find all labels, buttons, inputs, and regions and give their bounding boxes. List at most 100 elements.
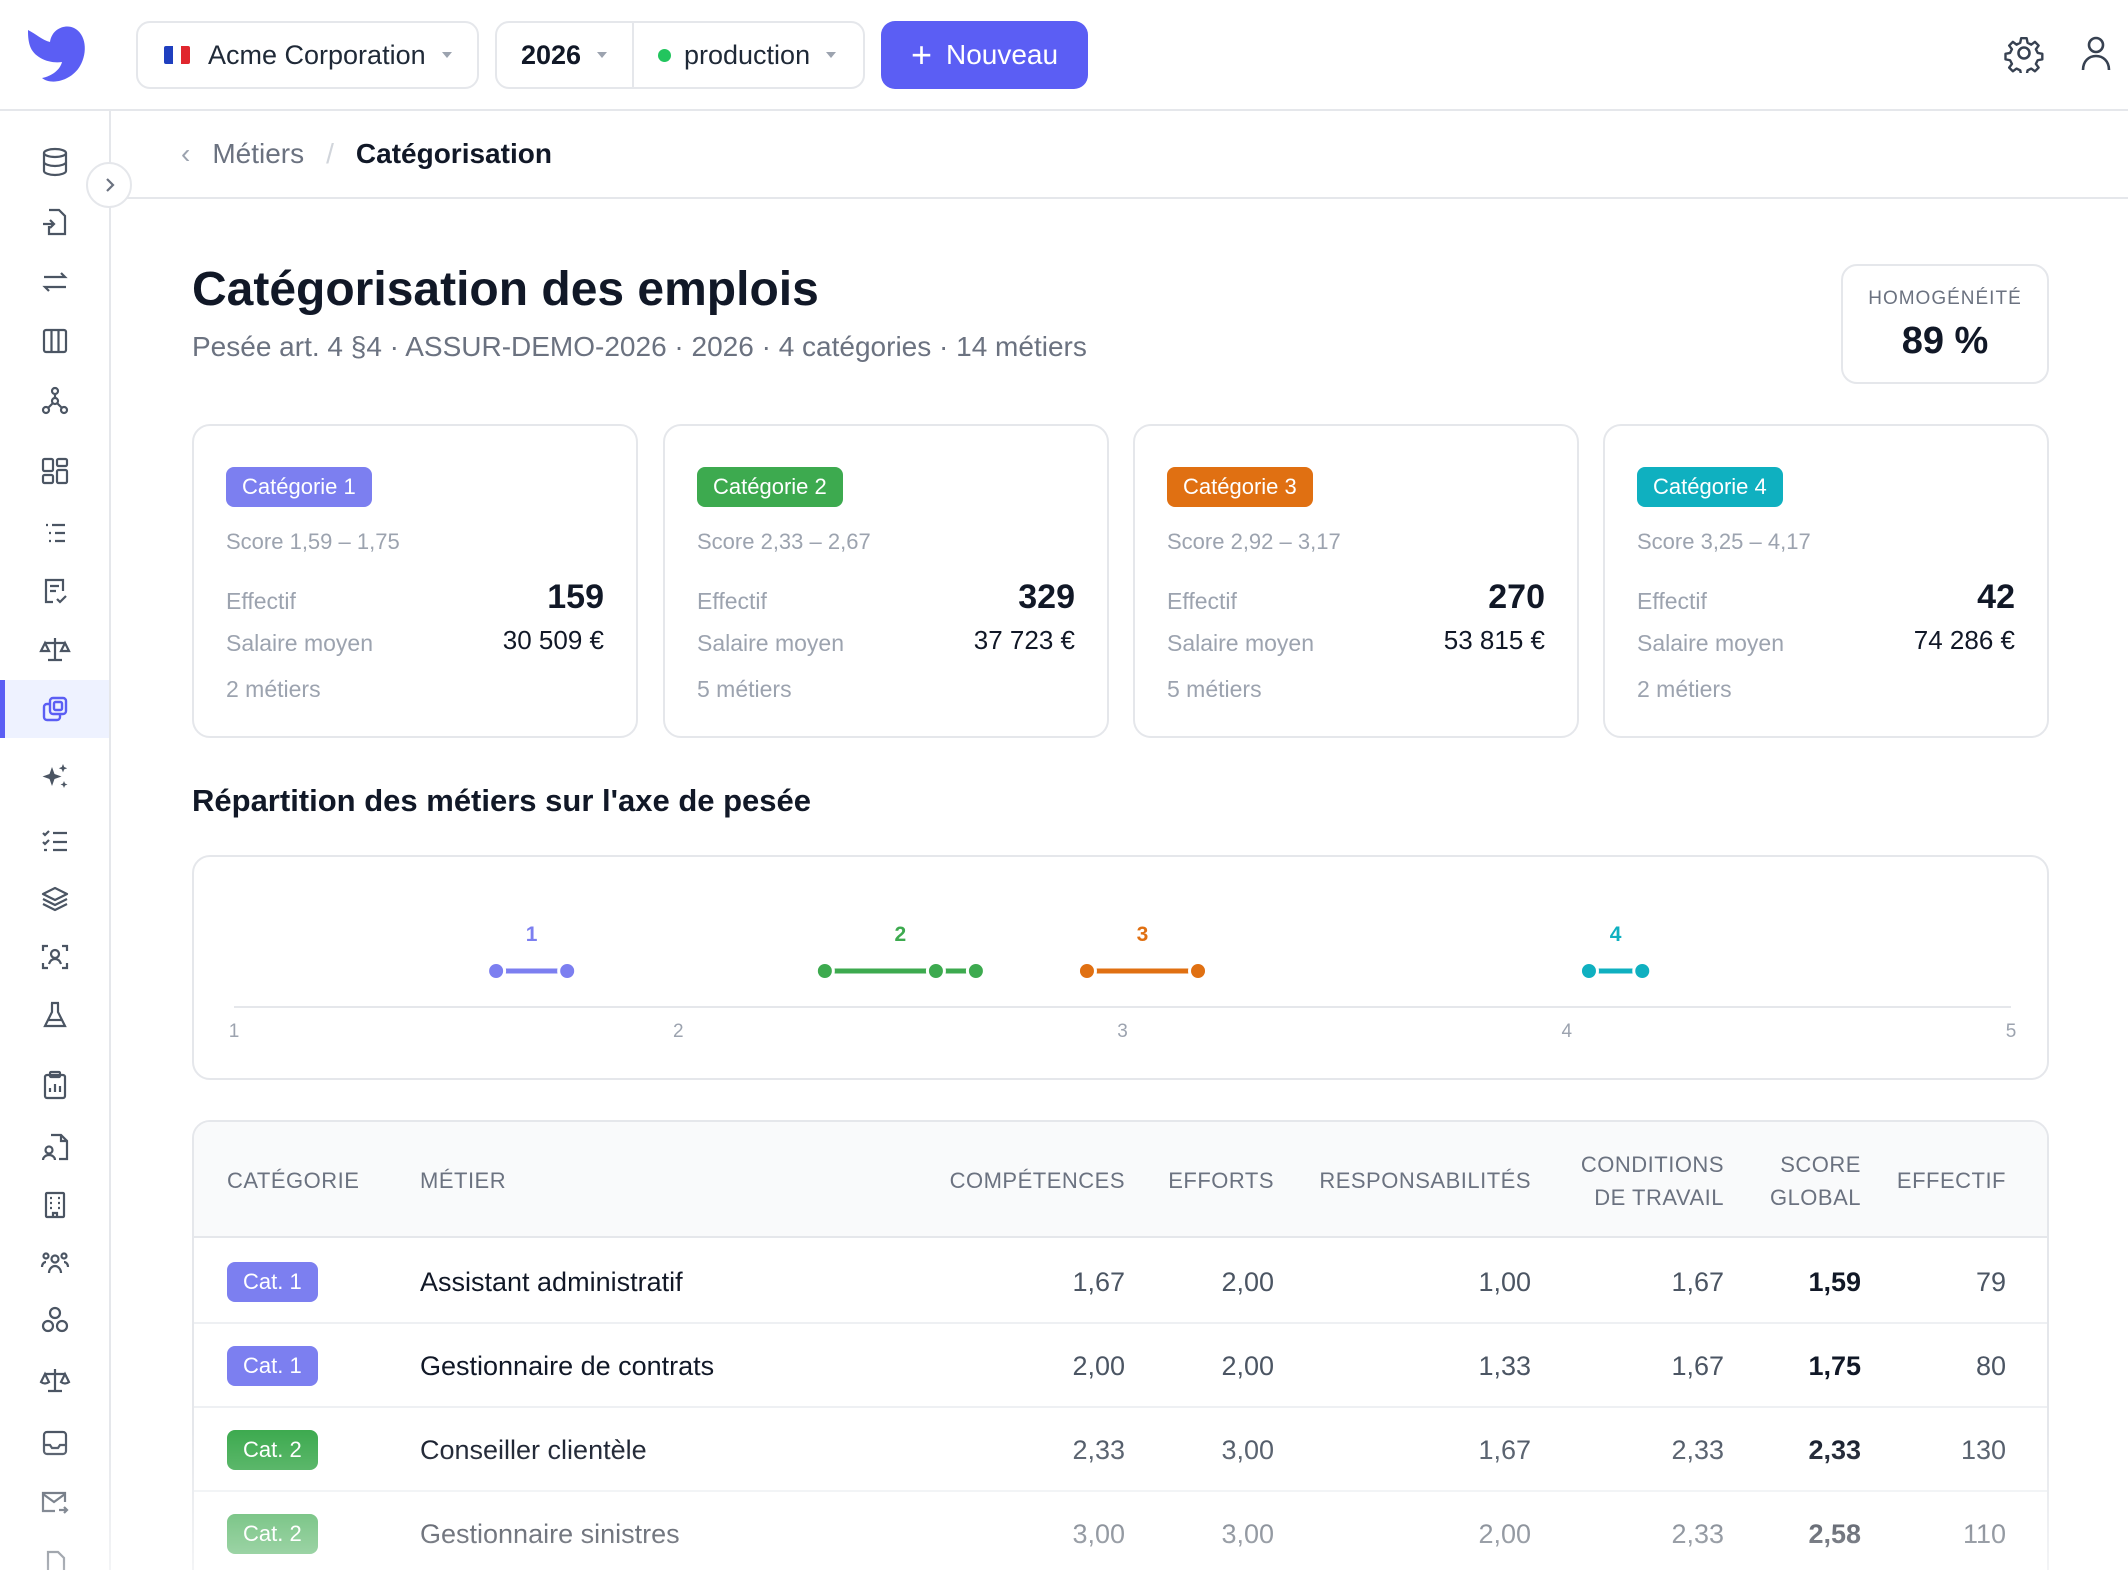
sidebar-item-import[interactable] xyxy=(36,203,74,241)
sidebar-item-balance[interactable] xyxy=(36,630,74,668)
row-category-badge: Cat. 2 xyxy=(227,1514,318,1554)
table-row[interactable]: Cat. 1 Gestionnaire de contrats 2,00 2,0… xyxy=(194,1324,2047,1408)
metier-point xyxy=(925,961,946,981)
sidebar-item-teams[interactable] xyxy=(36,1244,74,1282)
category-card[interactable]: Catégorie 3 Score 2,92 – 3,17 Effectif 2… xyxy=(1133,424,1579,738)
metier-point xyxy=(1076,961,1097,981)
category-salary: 74 286 € xyxy=(1913,625,2015,655)
row-competences: 1,67 xyxy=(1072,1266,1125,1297)
category-badge: Catégorie 2 xyxy=(697,467,843,507)
row-conditions: 1,67 xyxy=(1671,1350,1724,1381)
row-score-global: 2,58 xyxy=(1808,1518,1861,1549)
chevron-left-icon[interactable]: ‹ xyxy=(181,138,191,169)
settings-gear-icon[interactable] xyxy=(2004,33,2044,73)
category-score-range: Score 3,25 – 4,17 xyxy=(1637,529,1811,554)
category-card[interactable]: Catégorie 4 Score 3,25 – 4,17 Effectif 4… xyxy=(1603,424,2049,738)
sidebar-item-org[interactable] xyxy=(36,1301,74,1339)
chevron-down-icon xyxy=(826,52,837,58)
category-salary: 53 815 € xyxy=(1443,625,1545,655)
row-metier: Assistant administratif xyxy=(420,1266,683,1297)
new-button[interactable]: + Nouveau xyxy=(881,21,1088,89)
category-effectif: 270 xyxy=(1488,578,1545,616)
header-effectif[interactable]: EFFECTIF xyxy=(1896,1168,2006,1193)
breadcrumb-current: Catégorisation xyxy=(355,138,552,169)
user-icon[interactable] xyxy=(2076,33,2116,73)
table-row[interactable]: Cat. 2 Gestionnaire sinistres 3,00 3,00 … xyxy=(194,1492,2047,1570)
environment-selector[interactable]: production xyxy=(634,23,863,87)
sidebar-item-lab[interactable] xyxy=(36,996,74,1034)
layers-copy-icon xyxy=(42,696,68,722)
row-metier: Gestionnaire de contrats xyxy=(420,1350,715,1381)
homogeneity-value: 89 % xyxy=(1901,320,1989,362)
metier-point xyxy=(1632,961,1653,981)
sidebar-item-people-scan[interactable] xyxy=(36,938,74,976)
sidebar-item-network[interactable] xyxy=(36,382,74,420)
building-icon xyxy=(44,1191,66,1219)
row-metier: Conseiller clientèle xyxy=(420,1434,647,1465)
breadcrumb-parent-link[interactable]: Métiers xyxy=(212,138,305,169)
organization-name: Acme Corporation xyxy=(208,39,426,70)
sidebar-item-documents[interactable] xyxy=(36,1128,74,1166)
header-metier[interactable]: MÉTIER xyxy=(420,1168,507,1193)
header-categorie[interactable]: CATÉGORIE xyxy=(227,1168,360,1193)
sidebar-item-layers[interactable] xyxy=(36,880,74,918)
category-effectif: 159 xyxy=(547,578,604,616)
organization-selector[interactable]: Acme Corporation xyxy=(136,21,479,89)
metier-point xyxy=(1188,961,1209,981)
table-row[interactable]: Cat. 1 Assistant administratif 1,67 2,00… xyxy=(194,1240,2047,1324)
metier-point xyxy=(486,961,507,981)
row-competences: 2,33 xyxy=(1072,1434,1125,1465)
header-efforts[interactable]: EFFORTS xyxy=(1168,1168,1274,1193)
row-conditions: 2,33 xyxy=(1671,1518,1724,1549)
homogeneity-card: HOMOGÉNÉITÉ 89 % xyxy=(1841,264,2049,384)
new-button-label: Nouveau xyxy=(945,39,1059,70)
sidebar-item-mail[interactable] xyxy=(36,1483,74,1521)
breadcrumb-separator: / xyxy=(326,138,334,169)
sidebar-item-categorisation[interactable] xyxy=(36,690,74,728)
sidebar-expand-button[interactable] xyxy=(86,162,132,208)
axis-tick-label: 4 xyxy=(1561,1021,1572,1042)
row-efforts: 3,00 xyxy=(1221,1434,1274,1465)
category-axis-label: 4 xyxy=(1610,923,1622,946)
category-salary: 30 509 € xyxy=(502,625,604,655)
category-card[interactable]: Catégorie 2 Score 2,33 – 2,67 Effectif 3… xyxy=(663,424,1109,738)
row-effectif: 79 xyxy=(1975,1266,2006,1297)
axis-tick-label: 2 xyxy=(673,1021,684,1042)
table-row[interactable]: Cat. 2 Conseiller clientèle 2,33 3,00 1,… xyxy=(194,1408,2047,1492)
sidebar-item-inbox[interactable] xyxy=(36,1424,74,1462)
sidebar-item-company[interactable] xyxy=(36,1186,74,1224)
category-score-range: Score 2,92 – 3,17 xyxy=(1167,529,1341,554)
chevron-down-icon xyxy=(441,52,452,58)
sidebar-item-dashboard[interactable] xyxy=(36,452,74,490)
sparkles-icon xyxy=(42,764,68,788)
list-indent-icon xyxy=(46,523,65,543)
row-conditions: 2,33 xyxy=(1671,1434,1724,1465)
sidebar-item-transfers[interactable] xyxy=(36,263,74,301)
header-competences[interactable]: COMPÉTENCES xyxy=(949,1168,1125,1193)
row-category-badge: Cat. 1 xyxy=(227,1262,318,1302)
category-card[interactable]: Catégorie 1 Score 1,59 – 1,75 Effectif 1… xyxy=(192,424,638,738)
network-icon xyxy=(41,386,69,415)
year-selector[interactable]: 2026 xyxy=(497,23,634,87)
header-score-global[interactable]: SCORE GLOBAL xyxy=(1770,1148,1861,1214)
sidebar-item-reports[interactable] xyxy=(36,572,74,610)
sidebar-item-database[interactable] xyxy=(36,143,74,181)
sidebar-item-legal[interactable] xyxy=(36,1361,74,1399)
sidebar-item-clipboard[interactable] xyxy=(36,1066,74,1104)
sidebar-item-checklist[interactable] xyxy=(36,822,74,860)
sidebar-item-list[interactable] xyxy=(36,514,74,552)
columns-icon xyxy=(42,328,68,354)
environment-status-dot xyxy=(658,48,671,62)
user-scan-icon xyxy=(41,944,69,970)
app-logo[interactable] xyxy=(22,20,90,88)
france-flag-icon xyxy=(164,46,190,64)
sidebar-item-ai[interactable] xyxy=(36,758,74,796)
header-conditions[interactable]: CONDITIONS DE TRAVAIL xyxy=(1581,1148,1724,1214)
users-group-icon xyxy=(40,1252,70,1274)
sidebar-item-more[interactable] xyxy=(36,1545,74,1570)
header-score-line2: GLOBAL xyxy=(1769,1185,1861,1210)
sidebar-item-columns[interactable] xyxy=(36,322,74,360)
row-metier: Gestionnaire sinistres xyxy=(420,1518,680,1549)
mail-send-icon xyxy=(41,1491,69,1514)
header-responsabilites[interactable]: RESPONSABILITÉS xyxy=(1319,1168,1531,1193)
